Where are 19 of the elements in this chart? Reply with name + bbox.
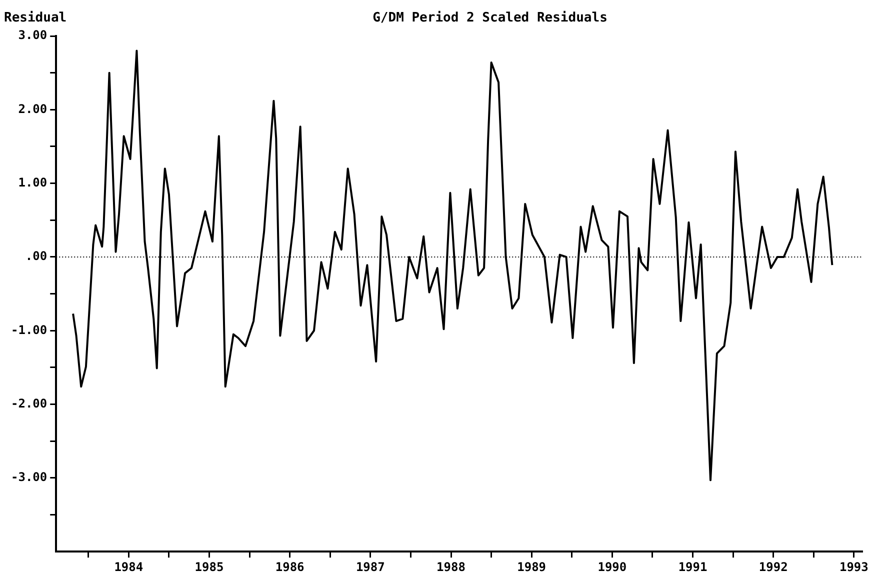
x-tick-label: 1991 <box>678 560 708 574</box>
x-tick-label: 1984 <box>114 560 144 574</box>
y-axis-title: Residual <box>4 10 67 26</box>
y-tick-label: -2.00 <box>11 396 48 410</box>
x-tick-label: 1989 <box>517 560 546 574</box>
y-tick-label: 1.00 <box>18 175 48 190</box>
x-tick-label: 1985 <box>194 560 224 574</box>
x-tick-label: 1990 <box>598 560 627 574</box>
y-tick-label: .00 <box>25 249 48 264</box>
x-tick-label: 1992 <box>758 560 788 574</box>
chart-title: G/DM Period 2 Scaled Residuals <box>372 10 608 26</box>
x-tick-label: 1987 <box>356 560 385 574</box>
y-tick-label: -3.00 <box>11 470 48 484</box>
x-tick-label: 1986 <box>275 560 304 574</box>
x-tick-label: 1988 <box>436 560 466 574</box>
y-tick-label: 2.00 <box>18 102 48 116</box>
y-tick-label: -1.00 <box>11 322 48 337</box>
y-tick-label: 3.00 <box>18 28 48 42</box>
x-tick-label: 1993 <box>839 560 868 574</box>
